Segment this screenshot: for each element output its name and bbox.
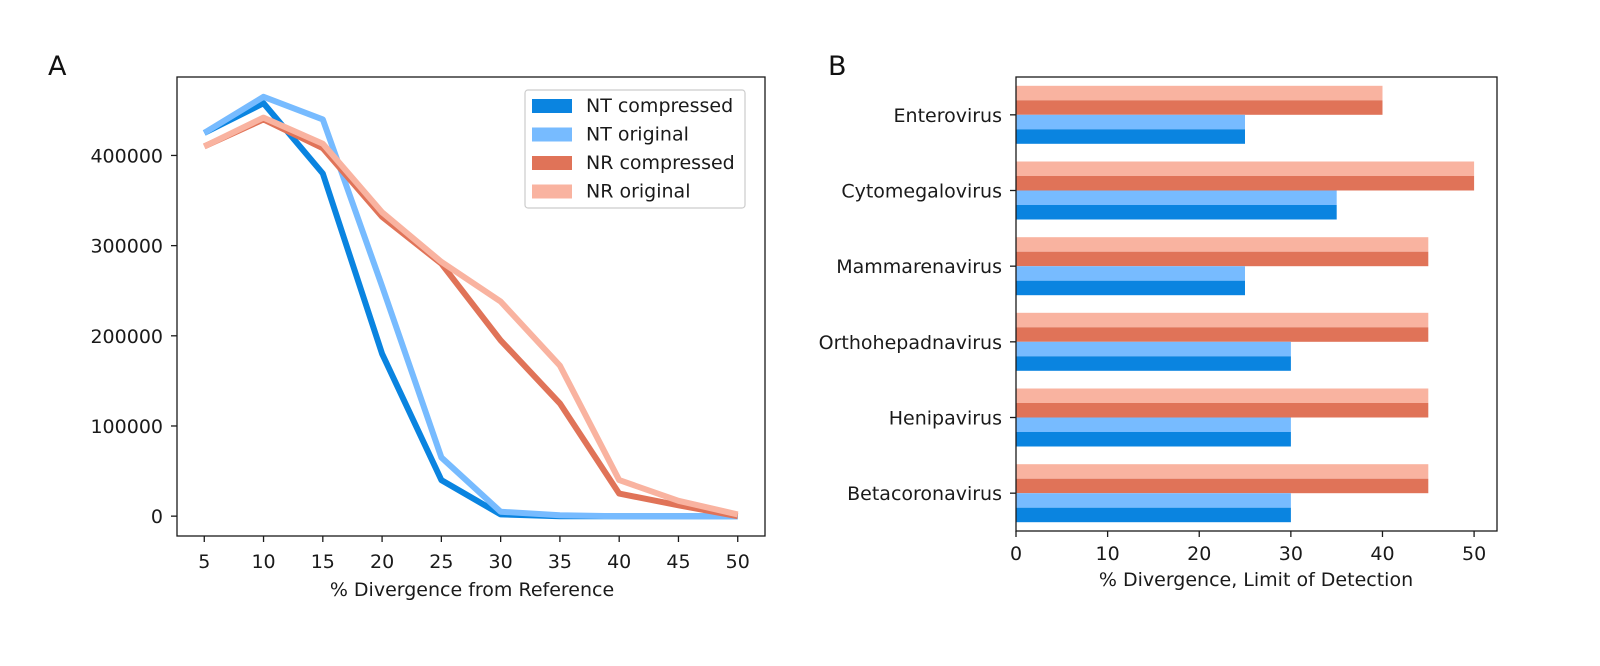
bar-enterovirus-nr-compressed [1016,100,1383,115]
bar-betacoronavirus-nt-original [1016,493,1291,508]
chart-b-xlabel: % Divergence, Limit of Detection [1099,569,1413,591]
bar-mammarenavirus-nr-original [1016,237,1429,252]
y-tick-label: 100000 [90,416,163,438]
y-tick-label: 200000 [90,326,163,348]
legend-swatch-nt-original [532,127,572,142]
bar-enterovirus-nt-original [1016,114,1245,130]
bar-henipavirus-nr-compressed [1016,403,1429,418]
x-tick-label: 30 [1279,543,1303,565]
x-tick-label: 40 [607,551,631,573]
bar-cytomegalovirus-nt-original [1016,190,1337,205]
bar-enterovirus-nt-compressed [1016,129,1245,144]
bar-cytomegalovirus-nr-compressed [1016,176,1475,191]
legend-label-nt-original: NT original [586,124,689,146]
series-line-nt-original [202,93,738,520]
x-tick-label: 35 [548,551,572,573]
bar-mammarenavirus-nr-compressed [1016,251,1429,267]
bar-betacoronavirus-nr-original [1016,464,1429,479]
chart-a-xlabel: % Divergence from Reference [330,579,614,601]
x-tick-label: 5 [198,551,210,573]
legend-label-nr-original: NR original [586,181,690,203]
legend-box [524,89,746,209]
category-label-betacoronavirus: Betacoronavirus [847,483,1002,505]
bar-cytomegalovirus-nt-compressed [1016,205,1337,220]
bar-henipavirus-nt-original [1016,417,1291,432]
x-tick-label: 25 [429,551,453,573]
legend-swatch-nt-compressed [532,99,572,113]
x-tick-label: 50 [726,551,750,573]
x-tick-label: 20 [1187,543,1211,565]
chart-a-legend: NT compressed NT original NR compressed NR … [524,89,746,209]
bar-betacoronavirus-nt-compressed [1016,507,1291,523]
x-tick-label: 30 [489,551,513,573]
legend-label-nt-compressed: NT compressed [586,95,733,117]
legend-swatch-nr-compressed [532,156,572,170]
bar-orthohepadnavirus-nt-compressed [1016,356,1291,371]
panel-b-letter: B [828,51,847,82]
category-label-cytomegalovirus: Cytomegalovirus [841,181,1002,203]
chart-a: 5 10 15 20 25 30 35 40 45 50 0 100000 200000 300000 40… [90,76,766,573]
bar-cytomegalovirus-nr-original [1016,161,1475,176]
x-tick-label: 0 [1010,543,1022,565]
category-label-orthohepadnavirus: Orthohepadnavirus [819,332,1002,354]
panel-a-letter: A [48,51,67,82]
bar-henipavirus-nr-original [1016,388,1429,403]
x-tick-label: 50 [1462,543,1486,565]
bar-orthohepadnavirus-nt-original [1016,341,1291,357]
bar-orthohepadnavirus-nr-original [1016,312,1429,328]
bar-henipavirus-nt-compressed [1016,432,1291,447]
x-tick-label: 40 [1370,543,1394,565]
bar-mammarenavirus-nt-original [1016,266,1245,281]
x-tick-label: 20 [370,551,394,573]
x-tick-label: 45 [666,551,690,573]
x-tick-label: 15 [311,551,335,573]
y-tick-label: 300000 [90,236,163,258]
y-tick-label: 400000 [90,145,163,167]
chart-b-frame [1015,76,1498,532]
category-label-henipavirus: Henipavirus [889,408,1002,430]
legend-label-nr-compressed: NR compressed [586,152,735,174]
bar-mammarenavirus-nt-compressed [1016,280,1245,296]
legend-swatch-nr-original [532,184,572,199]
x-tick-label: 10 [1096,543,1120,565]
chart-b: Enterovirus Cytomegalovirus Mammarenavirus… [819,76,1498,565]
series-line-nr-original [202,114,739,518]
category-label-enterovirus: Enterovirus [894,105,1002,127]
bar-orthohepadnavirus-nr-compressed [1016,327,1429,342]
bar-enterovirus-nr-original [1016,85,1383,101]
chart-a-frame [176,76,766,537]
bar-betacoronavirus-nr-compressed [1016,478,1429,494]
x-tick-label: 10 [251,551,275,573]
category-label-mammarenavirus: Mammarenavirus [836,256,1002,278]
y-tick-label: 0 [151,506,163,528]
